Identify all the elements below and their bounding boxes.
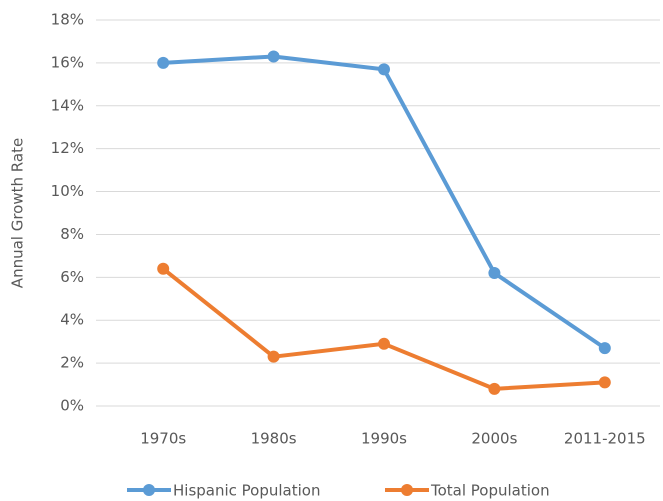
y-tick-label: 0% xyxy=(60,397,84,415)
data-point xyxy=(598,342,611,355)
data-point xyxy=(488,267,501,280)
series-line xyxy=(163,54,606,350)
x-tick-label: 2011-2015 xyxy=(564,430,646,448)
series-line xyxy=(161,267,605,391)
y-tick-label: 16% xyxy=(51,53,84,71)
data-point xyxy=(598,376,611,389)
data-point xyxy=(378,337,390,350)
data-point xyxy=(378,63,390,76)
y-tick-label: 14% xyxy=(51,96,84,114)
legend-label: Total Population xyxy=(430,482,550,500)
data-point xyxy=(488,382,501,395)
legend-label: Hispanic Population xyxy=(173,482,320,500)
legend-marker xyxy=(143,484,155,496)
data-point xyxy=(267,350,280,363)
data-point xyxy=(157,262,170,275)
data-point xyxy=(267,50,280,63)
y-tick-label: 6% xyxy=(60,268,84,286)
y-tick-label: 12% xyxy=(51,139,84,157)
x-tick-label: 2000s xyxy=(471,430,517,448)
y-tick-label: 10% xyxy=(51,182,84,200)
y-tick-label: 8% xyxy=(60,225,84,243)
y-tick-label: 2% xyxy=(60,354,84,372)
y-tick-label: 4% xyxy=(60,311,84,329)
data-point xyxy=(157,56,170,69)
legend-marker xyxy=(401,484,413,496)
y-axis-label: Annual Growth Rate xyxy=(9,138,27,288)
x-tick-label: 1980s xyxy=(251,430,297,448)
x-tick-label: 1970s xyxy=(140,430,186,448)
x-tick-label: 1990s xyxy=(361,430,407,448)
y-tick-label: 18% xyxy=(51,11,84,29)
